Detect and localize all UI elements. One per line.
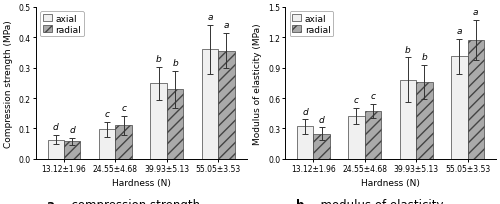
X-axis label: Hardness (N): Hardness (N) xyxy=(112,178,170,187)
Legend: axial, radial: axial, radial xyxy=(40,12,84,37)
Text: a: a xyxy=(46,198,54,204)
Bar xyxy=(297,127,314,159)
Text: b: b xyxy=(422,52,427,61)
Text: b: b xyxy=(296,198,304,204)
Text: c: c xyxy=(121,104,126,113)
Y-axis label: Modulus of elasticity (MPa): Modulus of elasticity (MPa) xyxy=(254,23,262,144)
Bar xyxy=(451,57,468,159)
Legend: axial, radial: axial, radial xyxy=(290,12,334,37)
Text: c: c xyxy=(354,96,359,105)
Bar xyxy=(99,130,116,159)
Text: b: b xyxy=(156,55,162,63)
Text: d: d xyxy=(302,107,308,116)
Bar xyxy=(400,80,416,159)
Text: . modulus of elasticity: . modulus of elasticity xyxy=(313,198,444,204)
Bar xyxy=(48,140,64,159)
X-axis label: Hardness (N): Hardness (N) xyxy=(361,178,420,187)
Y-axis label: Compression strength (MPa): Compression strength (MPa) xyxy=(4,20,13,147)
Bar xyxy=(364,112,381,159)
Bar xyxy=(416,82,432,159)
Bar xyxy=(202,50,218,159)
Text: a: a xyxy=(208,13,213,22)
Text: d: d xyxy=(70,125,75,134)
Text: b: b xyxy=(405,45,411,54)
Bar xyxy=(314,134,330,159)
Text: . compression strength: . compression strength xyxy=(64,198,200,204)
Text: a: a xyxy=(473,8,478,17)
Text: a: a xyxy=(224,21,229,30)
Text: a: a xyxy=(456,27,462,36)
Bar xyxy=(348,117,364,159)
Text: d: d xyxy=(318,115,324,124)
Text: d: d xyxy=(53,123,59,132)
Bar xyxy=(150,84,167,159)
Text: c: c xyxy=(104,109,110,118)
Text: b: b xyxy=(172,59,178,68)
Bar xyxy=(64,142,80,159)
Text: c: c xyxy=(370,92,376,101)
Bar xyxy=(218,52,234,159)
Bar xyxy=(167,90,184,159)
Bar xyxy=(116,126,132,159)
Bar xyxy=(468,41,484,159)
